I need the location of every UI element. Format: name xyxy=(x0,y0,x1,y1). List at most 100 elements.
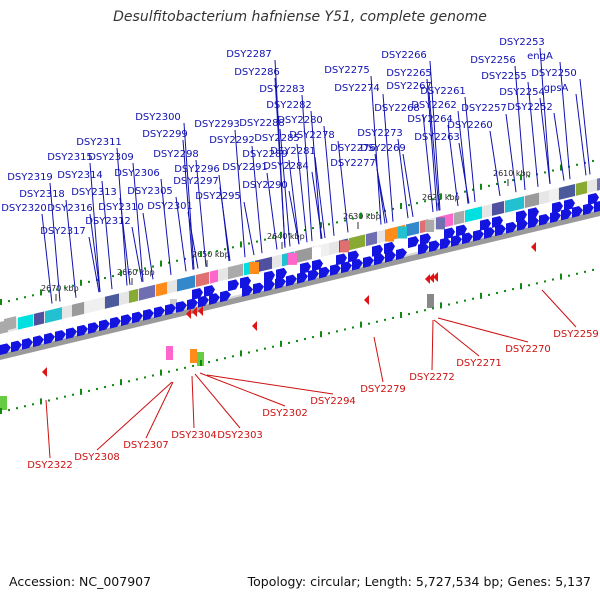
track-dot xyxy=(496,291,498,294)
track-dot xyxy=(312,336,314,339)
leader-line xyxy=(311,171,323,239)
track-dot xyxy=(296,339,298,342)
gene-block xyxy=(228,263,243,280)
leader-line xyxy=(575,93,587,176)
gene-label-top: DSY2291 xyxy=(222,162,268,173)
gene-label-top: DSY2250 xyxy=(531,68,577,79)
track-tick xyxy=(120,270,122,277)
forward-gene-arrow xyxy=(204,285,215,298)
gene-label-top: DSY2264 xyxy=(407,114,453,125)
forward-gene-arrow xyxy=(561,208,572,221)
track-tick xyxy=(520,283,522,290)
leader-line xyxy=(373,336,384,383)
leader-line xyxy=(429,60,441,211)
leader-line xyxy=(559,61,571,180)
gene-label-top: DSY2312 xyxy=(85,216,131,227)
track-dot xyxy=(88,389,90,392)
gene-block xyxy=(18,314,33,330)
track-dot xyxy=(304,338,306,341)
gene-label-bottom: DSY2272 xyxy=(409,372,455,383)
leader-line xyxy=(160,178,172,276)
leader-line xyxy=(199,372,286,407)
track-dot xyxy=(216,359,218,362)
forward-gene-arrow xyxy=(517,219,528,231)
gene-block xyxy=(190,349,197,363)
forward-gene-arrow xyxy=(516,210,527,223)
forward-gene-arrow xyxy=(253,282,264,295)
forward-gene-arrow xyxy=(143,309,154,321)
forward-gene-arrow xyxy=(275,277,286,289)
gene-label-top: DSY2257 xyxy=(461,103,507,114)
gene-label-bottom: DSY2302 xyxy=(262,408,308,419)
track-dot xyxy=(24,296,26,299)
track-dot xyxy=(488,293,490,296)
reverse-gene-arrow xyxy=(198,306,203,316)
reverse-gene-arrow xyxy=(42,367,47,377)
gene-label-bottom: DSY2307 xyxy=(123,440,169,451)
gene-label-top: engA xyxy=(527,51,553,62)
track-dot xyxy=(408,204,410,207)
track-dot xyxy=(544,280,546,283)
track-dot xyxy=(512,288,514,291)
gene-block xyxy=(105,293,119,309)
leader-line xyxy=(182,139,194,270)
reverse-gene-arrow xyxy=(186,309,191,319)
track-dot xyxy=(368,322,370,325)
reverse-gene-arrow xyxy=(252,321,257,331)
track-dot xyxy=(256,240,258,243)
leader-line xyxy=(437,317,529,343)
track-dot xyxy=(224,357,226,360)
gene-label-top: DSY2282 xyxy=(266,100,312,111)
track-tick xyxy=(480,183,482,190)
kbp-tick-label: 2640 kbp xyxy=(267,232,305,241)
track-tick xyxy=(560,164,562,171)
leader-line xyxy=(527,81,539,187)
track-dot xyxy=(184,257,186,260)
gene-label-top: DSY2285 xyxy=(254,133,300,144)
track-dot xyxy=(152,374,154,377)
gene-label-top: DSY2268 xyxy=(374,103,420,114)
genome-title: Desulfitobacterium hafniense Y51, comple… xyxy=(113,9,487,25)
track-tick xyxy=(320,331,322,338)
forward-gene-arrow xyxy=(192,288,203,300)
track-tick xyxy=(80,388,82,395)
gene-label-top: DSY2297 xyxy=(173,176,219,187)
forward-gene-arrow xyxy=(286,274,297,287)
forward-gene-arrow xyxy=(363,256,374,268)
leader-line xyxy=(433,319,480,357)
gene-block xyxy=(454,210,464,226)
gene-block xyxy=(366,231,377,247)
track-dot xyxy=(112,384,114,387)
leader-line xyxy=(458,142,470,204)
track-dot xyxy=(416,311,418,314)
gene-label-bottom: DSY2271 xyxy=(456,358,502,369)
track-dot xyxy=(16,407,18,410)
track-dot xyxy=(48,399,50,402)
leader-line xyxy=(301,94,313,242)
track-dot xyxy=(104,277,106,280)
leader-line xyxy=(191,375,195,429)
track-dot xyxy=(144,267,146,270)
gene-block xyxy=(385,229,394,242)
gene-block xyxy=(177,275,195,292)
forward-gene-arrow xyxy=(440,237,451,250)
gene-label-top: DSY2253 xyxy=(499,37,545,48)
track-tick xyxy=(320,222,322,229)
track-dot xyxy=(8,409,10,412)
gene-label-top: DSY2296 xyxy=(174,164,220,175)
track-dot xyxy=(264,238,266,241)
gene-label-top: DSY2286 xyxy=(234,67,280,78)
reverse-gene-arrow xyxy=(364,295,369,305)
track-dot xyxy=(424,200,426,203)
leader-line xyxy=(65,199,77,298)
track-dot xyxy=(8,300,10,303)
leader-line xyxy=(89,162,101,293)
track-dot xyxy=(576,163,578,166)
gene-block xyxy=(72,301,84,317)
gene-label-bottom: DSY2303 xyxy=(217,430,263,441)
forward-gene-arrow xyxy=(418,243,429,255)
gene-label-top: DSY2290 xyxy=(242,180,288,191)
track-dot xyxy=(208,361,210,364)
